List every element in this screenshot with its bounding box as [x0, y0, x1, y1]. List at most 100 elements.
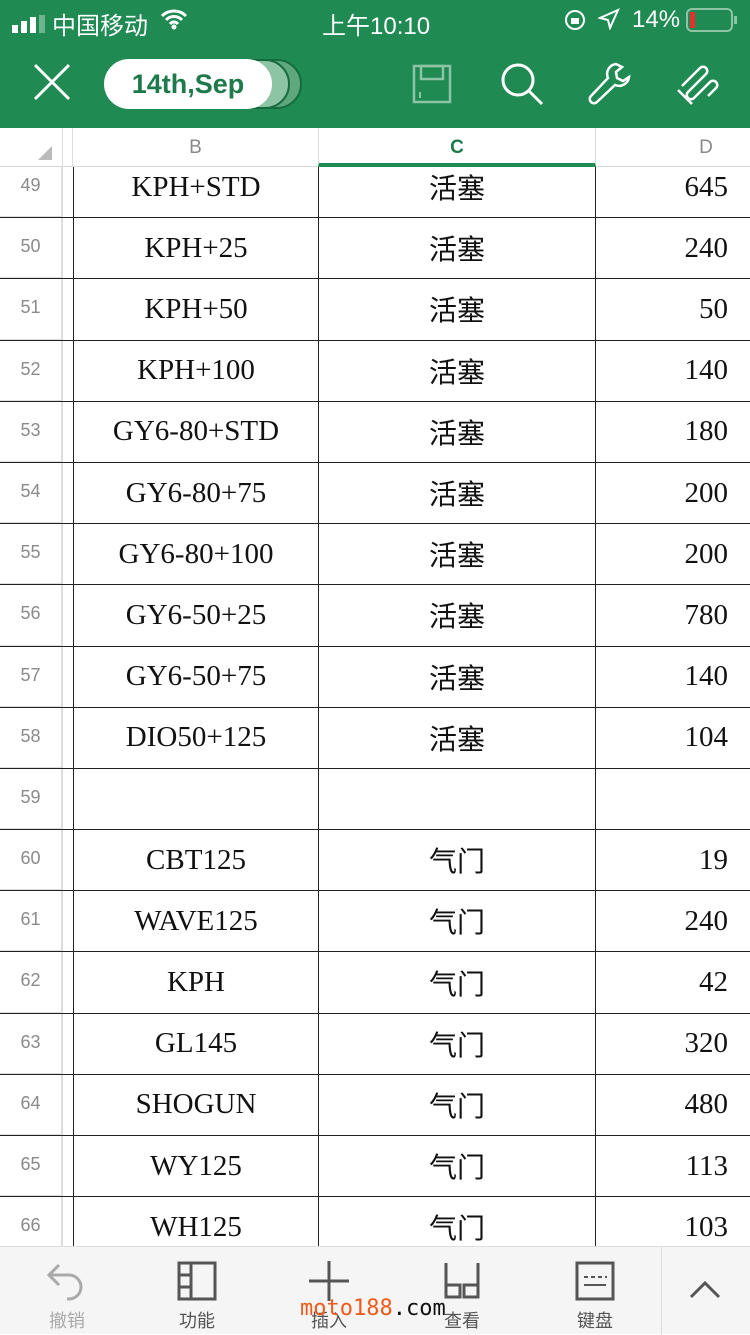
row-number[interactable]: 62 [0, 952, 62, 1013]
save-icon[interactable] [412, 64, 460, 112]
cell-c[interactable]: 气门 [318, 830, 596, 891]
cell-c[interactable]: 气门 [318, 1013, 596, 1074]
cell-b[interactable]: SHOGUN [73, 1074, 318, 1135]
pen-icon[interactable] [674, 60, 722, 108]
column-header-b[interactable]: B [189, 137, 202, 158]
cell-d[interactable]: 50 [699, 292, 728, 325]
close-icon[interactable] [30, 60, 78, 108]
row-number[interactable]: 49 [0, 167, 62, 218]
expand-toolbar-button[interactable] [650, 1247, 750, 1335]
cell-c[interactable]: 活塞 [318, 340, 596, 401]
table-row: 56 GY6-50+25 活塞 780 [0, 585, 750, 647]
cell-c[interactable]: 活塞 [318, 218, 596, 279]
cell-b[interactable]: KPH+50 [73, 279, 318, 340]
battery-icon [686, 8, 738, 39]
cell-d[interactable]: 104 [684, 721, 729, 754]
spreadsheet-grid[interactable]: 49 KPH+STD 活塞 645 50 KPH+25 活塞 240 51 KPH+50 活塞 50 5… [0, 167, 750, 1246]
cell-b[interactable]: WAVE125 [73, 891, 318, 952]
table-row: 53 GY6-80+STD 活塞 180 [0, 401, 750, 463]
cell-d[interactable]: 113 [685, 1149, 728, 1182]
row-number[interactable]: 50 [0, 218, 62, 279]
cell-d[interactable]: 103 [684, 1210, 729, 1243]
cell-b[interactable]: CBT125 [73, 830, 318, 891]
cell-c[interactable]: 气门 [318, 891, 596, 952]
row-number[interactable]: 58 [0, 707, 62, 768]
cell-b[interactable]: WY125 [73, 1136, 318, 1197]
row-number[interactable]: 66 [0, 1197, 62, 1246]
row-number[interactable]: 51 [0, 279, 62, 340]
row-number[interactable]: 65 [0, 1136, 62, 1197]
select-all-icon[interactable] [38, 146, 52, 165]
cell-b[interactable]: WH125 [73, 1197, 318, 1246]
undo-button[interactable]: 撤销 [12, 1247, 122, 1335]
cell-c[interactable]: 活塞 [318, 279, 596, 340]
cell-d[interactable]: 180 [684, 415, 729, 448]
keyboard-button[interactable]: 键盘 [540, 1247, 650, 1335]
cell-d[interactable]: 140 [684, 354, 729, 387]
cell-c[interactable]: 活塞 [318, 401, 596, 462]
cell-d[interactable]: 240 [684, 904, 729, 937]
document-title-tab[interactable]: 14th,Sep [104, 59, 272, 109]
row-number[interactable]: 57 [0, 646, 62, 707]
cell-d[interactable]: 645 [684, 170, 729, 203]
cell-d[interactable]: 140 [684, 660, 729, 693]
column-header-c[interactable]: C [318, 128, 596, 167]
table-row: 51 KPH+50 活塞 50 [0, 279, 750, 341]
cell-d[interactable]: 19 [699, 843, 728, 876]
row-number[interactable]: 53 [0, 401, 62, 462]
cell-c[interactable]: 气门 [318, 952, 596, 1013]
cell-b[interactable]: KPH+STD [73, 167, 318, 218]
table-row: 63 GL145 气门 320 [0, 1013, 750, 1075]
function-button[interactable]: 功能 [142, 1247, 252, 1335]
cell-c[interactable]: 气门 [318, 1136, 596, 1197]
cell-b[interactable]: KPH+100 [73, 340, 318, 401]
row-number[interactable]: 63 [0, 1013, 62, 1074]
cell-b[interactable]: DIO50+125 [73, 707, 318, 768]
insert-button[interactable]: 插入 [274, 1247, 384, 1335]
column-header-d[interactable]: D [699, 137, 713, 158]
search-icon[interactable] [498, 60, 546, 108]
cell-c[interactable]: 活塞 [318, 646, 596, 707]
cell-b[interactable]: KPH [73, 952, 318, 1013]
cell-b[interactable] [73, 768, 318, 830]
cell-c[interactable]: 气门 [318, 1074, 596, 1135]
chevron-up-icon [689, 1280, 721, 1299]
cell-c[interactable]: 气门 [318, 1197, 596, 1246]
wrench-icon[interactable] [586, 60, 634, 108]
cell-b[interactable]: GY6-50+75 [73, 646, 318, 707]
row-number[interactable]: 61 [0, 891, 62, 952]
cell-b[interactable]: KPH+25 [73, 218, 318, 279]
function-icon [177, 1261, 217, 1301]
cell-b[interactable]: GY6-50+25 [73, 585, 318, 646]
row-number[interactable]: 56 [0, 585, 62, 646]
cell-d[interactable]: 480 [684, 1088, 729, 1121]
cell-d[interactable]: 320 [684, 1027, 729, 1060]
column-header-bar: B C D [0, 128, 750, 167]
view-button[interactable]: 查看 [407, 1247, 517, 1335]
cell-b[interactable]: GY6-80+75 [73, 462, 318, 524]
cell-c[interactable] [318, 768, 596, 830]
cell-d[interactable]: 42 [699, 966, 728, 999]
row-number[interactable]: 52 [0, 340, 62, 401]
row-number[interactable]: 64 [0, 1074, 62, 1135]
cell-c[interactable]: 活塞 [318, 462, 596, 524]
carrier: 中国移动 [52, 13, 148, 40]
cell-b[interactable]: GL145 [73, 1013, 318, 1074]
glasses-icon [444, 1263, 480, 1299]
cell-c[interactable]: 活塞 [318, 707, 596, 768]
cell-d[interactable]: 240 [684, 231, 729, 264]
row-number[interactable]: 55 [0, 524, 62, 585]
cell-d[interactable]: 200 [684, 476, 729, 509]
row-number[interactable]: 60 [0, 830, 62, 891]
cell-d[interactable]: 780 [684, 598, 729, 631]
cell-b[interactable]: GY6-80+STD [73, 401, 318, 462]
table-row: 62 KPH 气门 42 [0, 952, 750, 1014]
cell-c[interactable]: 活塞 [318, 167, 596, 218]
cell-c[interactable]: 活塞 [318, 524, 596, 585]
cell-c[interactable]: 活塞 [318, 585, 596, 646]
row-number[interactable]: 54 [0, 462, 62, 524]
cell-d[interactable] [596, 769, 750, 829]
cell-d[interactable]: 200 [684, 537, 729, 570]
row-number[interactable]: 59 [0, 768, 62, 830]
cell-b[interactable]: GY6-80+100 [73, 524, 318, 585]
